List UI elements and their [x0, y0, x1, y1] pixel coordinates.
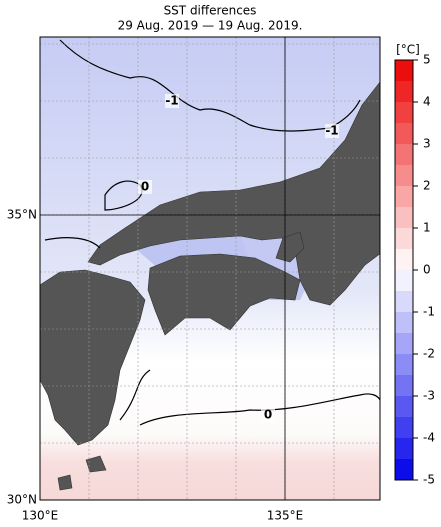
contour-label-bg [165, 94, 179, 108]
colorbar-band [395, 228, 413, 249]
kyushu [40, 269, 146, 446]
contour-label-bg [138, 180, 152, 194]
contour-label: 0 [141, 180, 149, 194]
colorbar-tick-label: -5 [423, 473, 435, 487]
tanegashima [85, 455, 107, 473]
lon-tick-label: 130°E [22, 509, 59, 523]
lon-tick-label: 135°E [267, 509, 304, 523]
colorbar-tick-label: 4 [423, 95, 431, 109]
title: SST differences [164, 4, 257, 18]
colorbar-band [395, 60, 413, 81]
colorbar-band [395, 270, 413, 291]
colorbar-tick-label: -1 [423, 305, 435, 319]
yakushima [57, 474, 73, 491]
contour-line [44, 237, 101, 249]
colorbar-band [395, 354, 413, 375]
colorbar-tick-label: 2 [423, 179, 431, 193]
contour-label-bg [261, 408, 275, 422]
colorbar-tick-label: -4 [423, 431, 435, 445]
lat-tick-label: 35°N [7, 208, 37, 222]
colorbar-band [395, 375, 413, 396]
colorbar-band [395, 123, 413, 144]
colorbar-tick-label: 0 [423, 263, 431, 277]
colorbar-band [395, 249, 413, 270]
subtitle: 29 Aug. 2019 — 19 Aug. 2019. [118, 19, 303, 33]
colorbar-band [395, 438, 413, 459]
map-area [40, 37, 380, 500]
colorbar-band [395, 396, 413, 417]
contour-label-bg [325, 124, 339, 138]
honshu [87, 81, 380, 306]
colorbar-band [395, 459, 413, 480]
lat-tick-label: 30°N [7, 493, 37, 507]
contour-label: 0 [264, 408, 272, 422]
colorbar-band [395, 186, 413, 207]
contour-label: -1 [165, 94, 178, 108]
colorbar-band [395, 333, 413, 354]
colorbar-band [395, 207, 413, 228]
contour-line [119, 369, 151, 421]
colorbar-tick-label: -3 [423, 389, 435, 403]
colorbar-band [395, 291, 413, 312]
map-frame [39, 36, 381, 501]
contour-line [139, 393, 380, 426]
colorbar-band [395, 312, 413, 333]
colorbar-tick-label: -2 [423, 347, 435, 361]
colorbar-band [395, 144, 413, 165]
contour-label: -1 [325, 124, 338, 138]
colorbar-unit: [°C] [396, 43, 420, 57]
colorbar-tick-label: 3 [423, 137, 431, 151]
awaji [275, 231, 305, 263]
colorbar-tick-label: 5 [423, 53, 431, 67]
colorbar-band [395, 417, 413, 438]
colorbar-band [395, 81, 413, 102]
colorbar-band [395, 165, 413, 186]
colorbar-band [395, 102, 413, 123]
colorbar-tick-label: 1 [423, 221, 431, 235]
shikoku [147, 253, 301, 336]
